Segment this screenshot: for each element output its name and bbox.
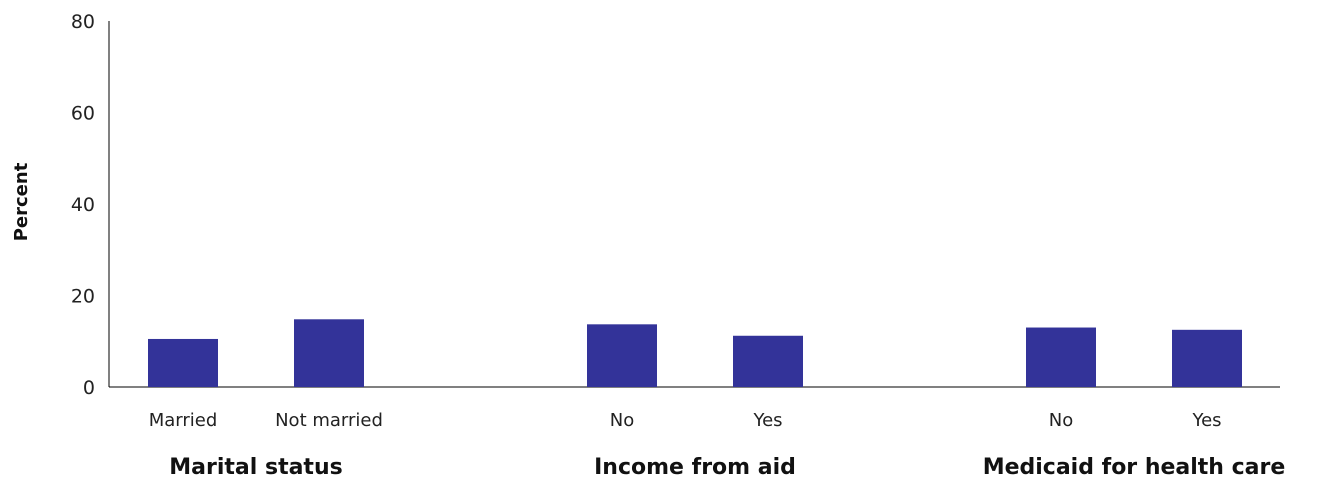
bar: [1172, 329, 1242, 387]
group-labels: Marital status Income from aid Medicaid fo…: [169, 455, 1285, 480]
bars: [148, 319, 1242, 387]
category-labels: Married Not married No Yes No Yes: [149, 410, 1222, 431]
x-tick-label: Yes: [752, 410, 782, 431]
x-tick-label: Not married: [275, 410, 383, 431]
y-axis-label: Percent: [11, 162, 32, 241]
bar: [294, 319, 364, 387]
bar: [733, 335, 803, 387]
group-label: Marital status: [169, 455, 342, 480]
bar: [587, 324, 657, 387]
y-tick-label: 0: [83, 377, 95, 399]
y-tick-label: 40: [71, 194, 95, 216]
x-tick-label: No: [610, 410, 634, 431]
bar: [1026, 327, 1096, 387]
x-tick-label: Married: [149, 410, 218, 431]
y-tick-label: 20: [71, 286, 95, 308]
group-label: Medicaid for health care: [983, 455, 1286, 480]
group-label: Income from aid: [594, 455, 796, 480]
x-tick-label: No: [1049, 410, 1073, 431]
y-tick-labels: 0 20 40 60 80: [71, 11, 95, 399]
x-tick-label: Yes: [1191, 410, 1221, 431]
bar: [148, 338, 218, 387]
y-tick-label: 60: [71, 103, 95, 125]
axes: [108, 21, 1280, 388]
y-tick-label: 80: [71, 11, 95, 33]
